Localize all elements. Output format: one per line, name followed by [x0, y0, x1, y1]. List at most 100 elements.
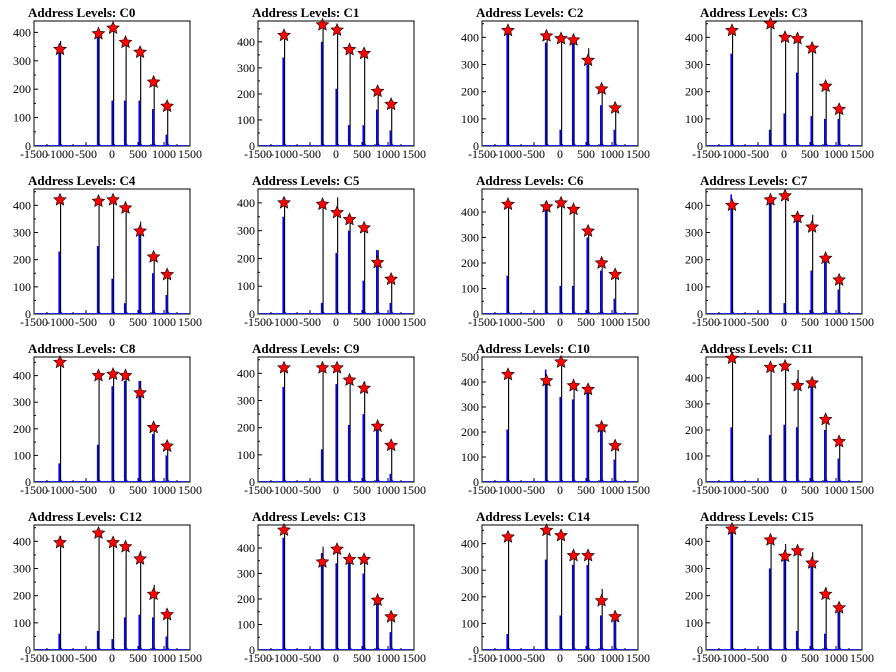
chart-panel: Address Levels: C10 0 100 200 300 400 500 -1500…: [461, 341, 650, 497]
x-tick-label: 0: [557, 483, 563, 497]
y-tick-label: 100: [237, 113, 255, 127]
y-tick-label: 0: [697, 475, 703, 489]
x-tick-label: -1000: [46, 315, 74, 329]
chart-title: Address Levels: C11: [700, 341, 813, 356]
chart-panel: Address Levels: C5 0 100 200 300 400 -1500-100…: [237, 173, 426, 329]
x-tick-label: 500: [801, 315, 819, 329]
x-tick-label: -1500: [20, 315, 48, 329]
x-tick-label: -500: [523, 147, 545, 161]
peak-marker-star: [370, 593, 385, 607]
peak-marker-star: [133, 223, 147, 237]
x-tick-label: -1500: [20, 147, 48, 161]
y-tick-label: 200: [461, 85, 479, 99]
y-tick-label: 100: [13, 280, 31, 294]
x-tick-label: 1000: [824, 483, 848, 497]
chart-title: Address Levels: C12: [28, 509, 142, 524]
x-tick-label: 1000: [824, 651, 848, 665]
peak-marker-star: [581, 548, 595, 562]
x-tick-label: 1500: [178, 147, 202, 161]
y-tick-label: 100: [685, 616, 703, 630]
y-tick-label: 100: [461, 450, 479, 464]
x-tick-label: -1000: [46, 651, 74, 665]
x-tick-label: -500: [747, 651, 769, 665]
peak-marker-star: [53, 192, 67, 206]
chart-title: Address Levels: C2: [476, 5, 583, 20]
y-tick-label: 100: [685, 280, 703, 294]
peak-marker-star: [133, 385, 147, 399]
peak-marker-star: [315, 360, 330, 374]
peak-marker-star: [818, 78, 833, 93]
x-tick-label: 1500: [178, 651, 202, 665]
peak-marker-star: [778, 30, 792, 44]
peak-marker-star: [539, 28, 554, 42]
y-tick-label: 400: [461, 30, 479, 44]
y-tick-label: 200: [461, 256, 479, 270]
peak-marker-star: [133, 44, 147, 59]
y-tick-label: 0: [697, 307, 703, 321]
y-tick-label: 0: [473, 307, 479, 321]
x-tick-label: 500: [129, 315, 147, 329]
peak-marker-star: [581, 223, 595, 237]
y-tick-label: 200: [13, 422, 31, 436]
peak-marker-star: [277, 522, 291, 536]
y-tick-label: 300: [685, 397, 703, 411]
chart-panel: Address Levels: C6 0 100 200 300 400 -1500-100…: [461, 173, 650, 329]
chart-title: Address Levels: C5: [252, 173, 360, 188]
peak-marker-star: [357, 380, 371, 395]
x-tick-label: 1500: [626, 651, 650, 665]
peak-marker-star: [118, 539, 133, 553]
y-tick-label: 0: [249, 643, 255, 657]
peak-marker-star: [805, 219, 819, 233]
peak-marker-star: [608, 609, 623, 623]
x-tick-label: 1000: [152, 147, 176, 161]
peak-marker-star: [106, 192, 120, 206]
y-tick-label: 200: [237, 421, 255, 435]
peak-marker-star: [832, 272, 847, 286]
peak-marker-star: [106, 20, 120, 34]
y-tick-label: 300: [13, 395, 31, 409]
peak-marker-star: [118, 200, 133, 214]
x-tick-label: -1000: [270, 483, 298, 497]
peak-marker-star: [805, 375, 819, 389]
peak-marker-star: [53, 42, 67, 56]
peak-marker-star: [342, 212, 357, 226]
chart-panel: Address Levels: C11 0 100 200 300 400 -1500-10…: [685, 341, 874, 497]
x-tick-label: -500: [523, 315, 545, 329]
peak-marker-star: [277, 360, 291, 374]
y-tick-label: 100: [13, 616, 31, 630]
peak-marker-star: [594, 255, 609, 269]
peak-marker-star: [370, 84, 385, 98]
x-tick-label: -1000: [494, 315, 522, 329]
peak-marker-star: [805, 555, 819, 569]
peak-marker-star: [608, 438, 623, 452]
y-tick-label: 300: [13, 561, 31, 575]
y-tick-label: 300: [237, 566, 255, 580]
y-tick-label: 0: [473, 643, 479, 657]
peak-marker-star: [566, 32, 581, 46]
peak-marker-star: [384, 438, 399, 452]
x-tick-label: -1000: [718, 315, 746, 329]
x-tick-label: -500: [75, 651, 97, 665]
y-tick-label: 100: [461, 112, 479, 126]
x-tick-label: -500: [747, 315, 769, 329]
y-tick-label: 400: [237, 35, 255, 49]
peak-marker-star: [790, 543, 805, 557]
x-tick-label: 500: [577, 315, 595, 329]
x-tick-label: -1000: [718, 147, 746, 161]
y-tick-label: 0: [473, 139, 479, 153]
y-tick-label: 300: [461, 230, 479, 244]
chart-panel: Address Levels: C12 0 100 200 300 400 -1500-10…: [13, 509, 202, 665]
y-tick-label: 400: [237, 541, 255, 555]
x-tick-label: 1000: [152, 315, 176, 329]
y-tick-label: 100: [461, 616, 479, 630]
peak-marker-star: [501, 23, 515, 37]
peak-marker-star: [330, 541, 344, 556]
x-tick-label: 1000: [376, 483, 400, 497]
x-tick-label: 500: [801, 651, 819, 665]
x-tick-label: 0: [109, 315, 115, 329]
y-tick-label: 100: [237, 617, 255, 631]
y-tick-label: 400: [13, 534, 31, 548]
y-tick-label: 300: [461, 400, 479, 414]
y-tick-label: 400: [13, 198, 31, 212]
y-tick-label: 400: [685, 534, 703, 548]
